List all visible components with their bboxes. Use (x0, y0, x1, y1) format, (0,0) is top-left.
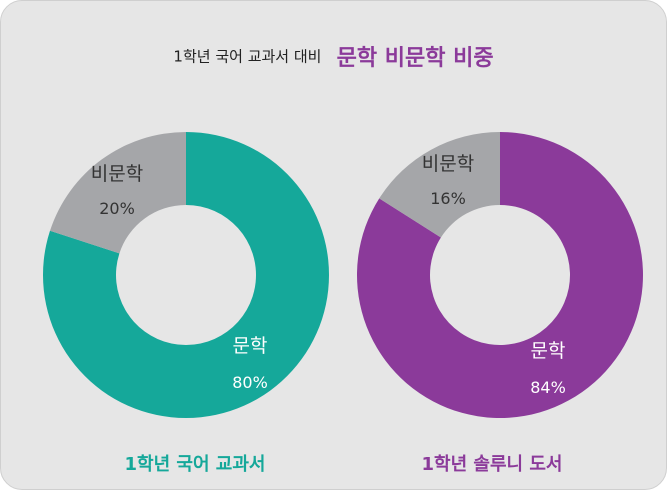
title-main: 문학 비문학 비중 (336, 46, 494, 71)
donut-1-slice-1 (379, 132, 500, 238)
title-prefix: 1학년 국어 교과서 대비 (173, 47, 322, 66)
donut-0-slice-1 (49, 132, 186, 254)
donut-1-slice-0-value: 84% (530, 378, 566, 397)
chart-title: 1학년 국어 교과서 대비 문학 비문학 비중 (0, 40, 667, 72)
donut-0-slice-0 (43, 132, 329, 418)
donut-1-slice-1-value: 16% (430, 189, 466, 208)
donut-0-slice-0-value: 80% (232, 373, 268, 392)
donut-1-slice-1-label: 비문학 (422, 153, 474, 175)
donut-1-slice-0-label: 문학 (531, 340, 566, 362)
chart-caption-soluni: 1학년 솔루니 도서 (421, 454, 563, 475)
donut-0-slice-1-value: 20% (99, 199, 135, 218)
donut-1-slice-0 (356, 132, 644, 418)
chart-caption-textbook: 1학년 국어 교과서 (124, 454, 266, 475)
donut-0-slice-0-label: 문학 (233, 335, 268, 357)
donut-0-slice-1-label: 비문학 (91, 163, 143, 185)
